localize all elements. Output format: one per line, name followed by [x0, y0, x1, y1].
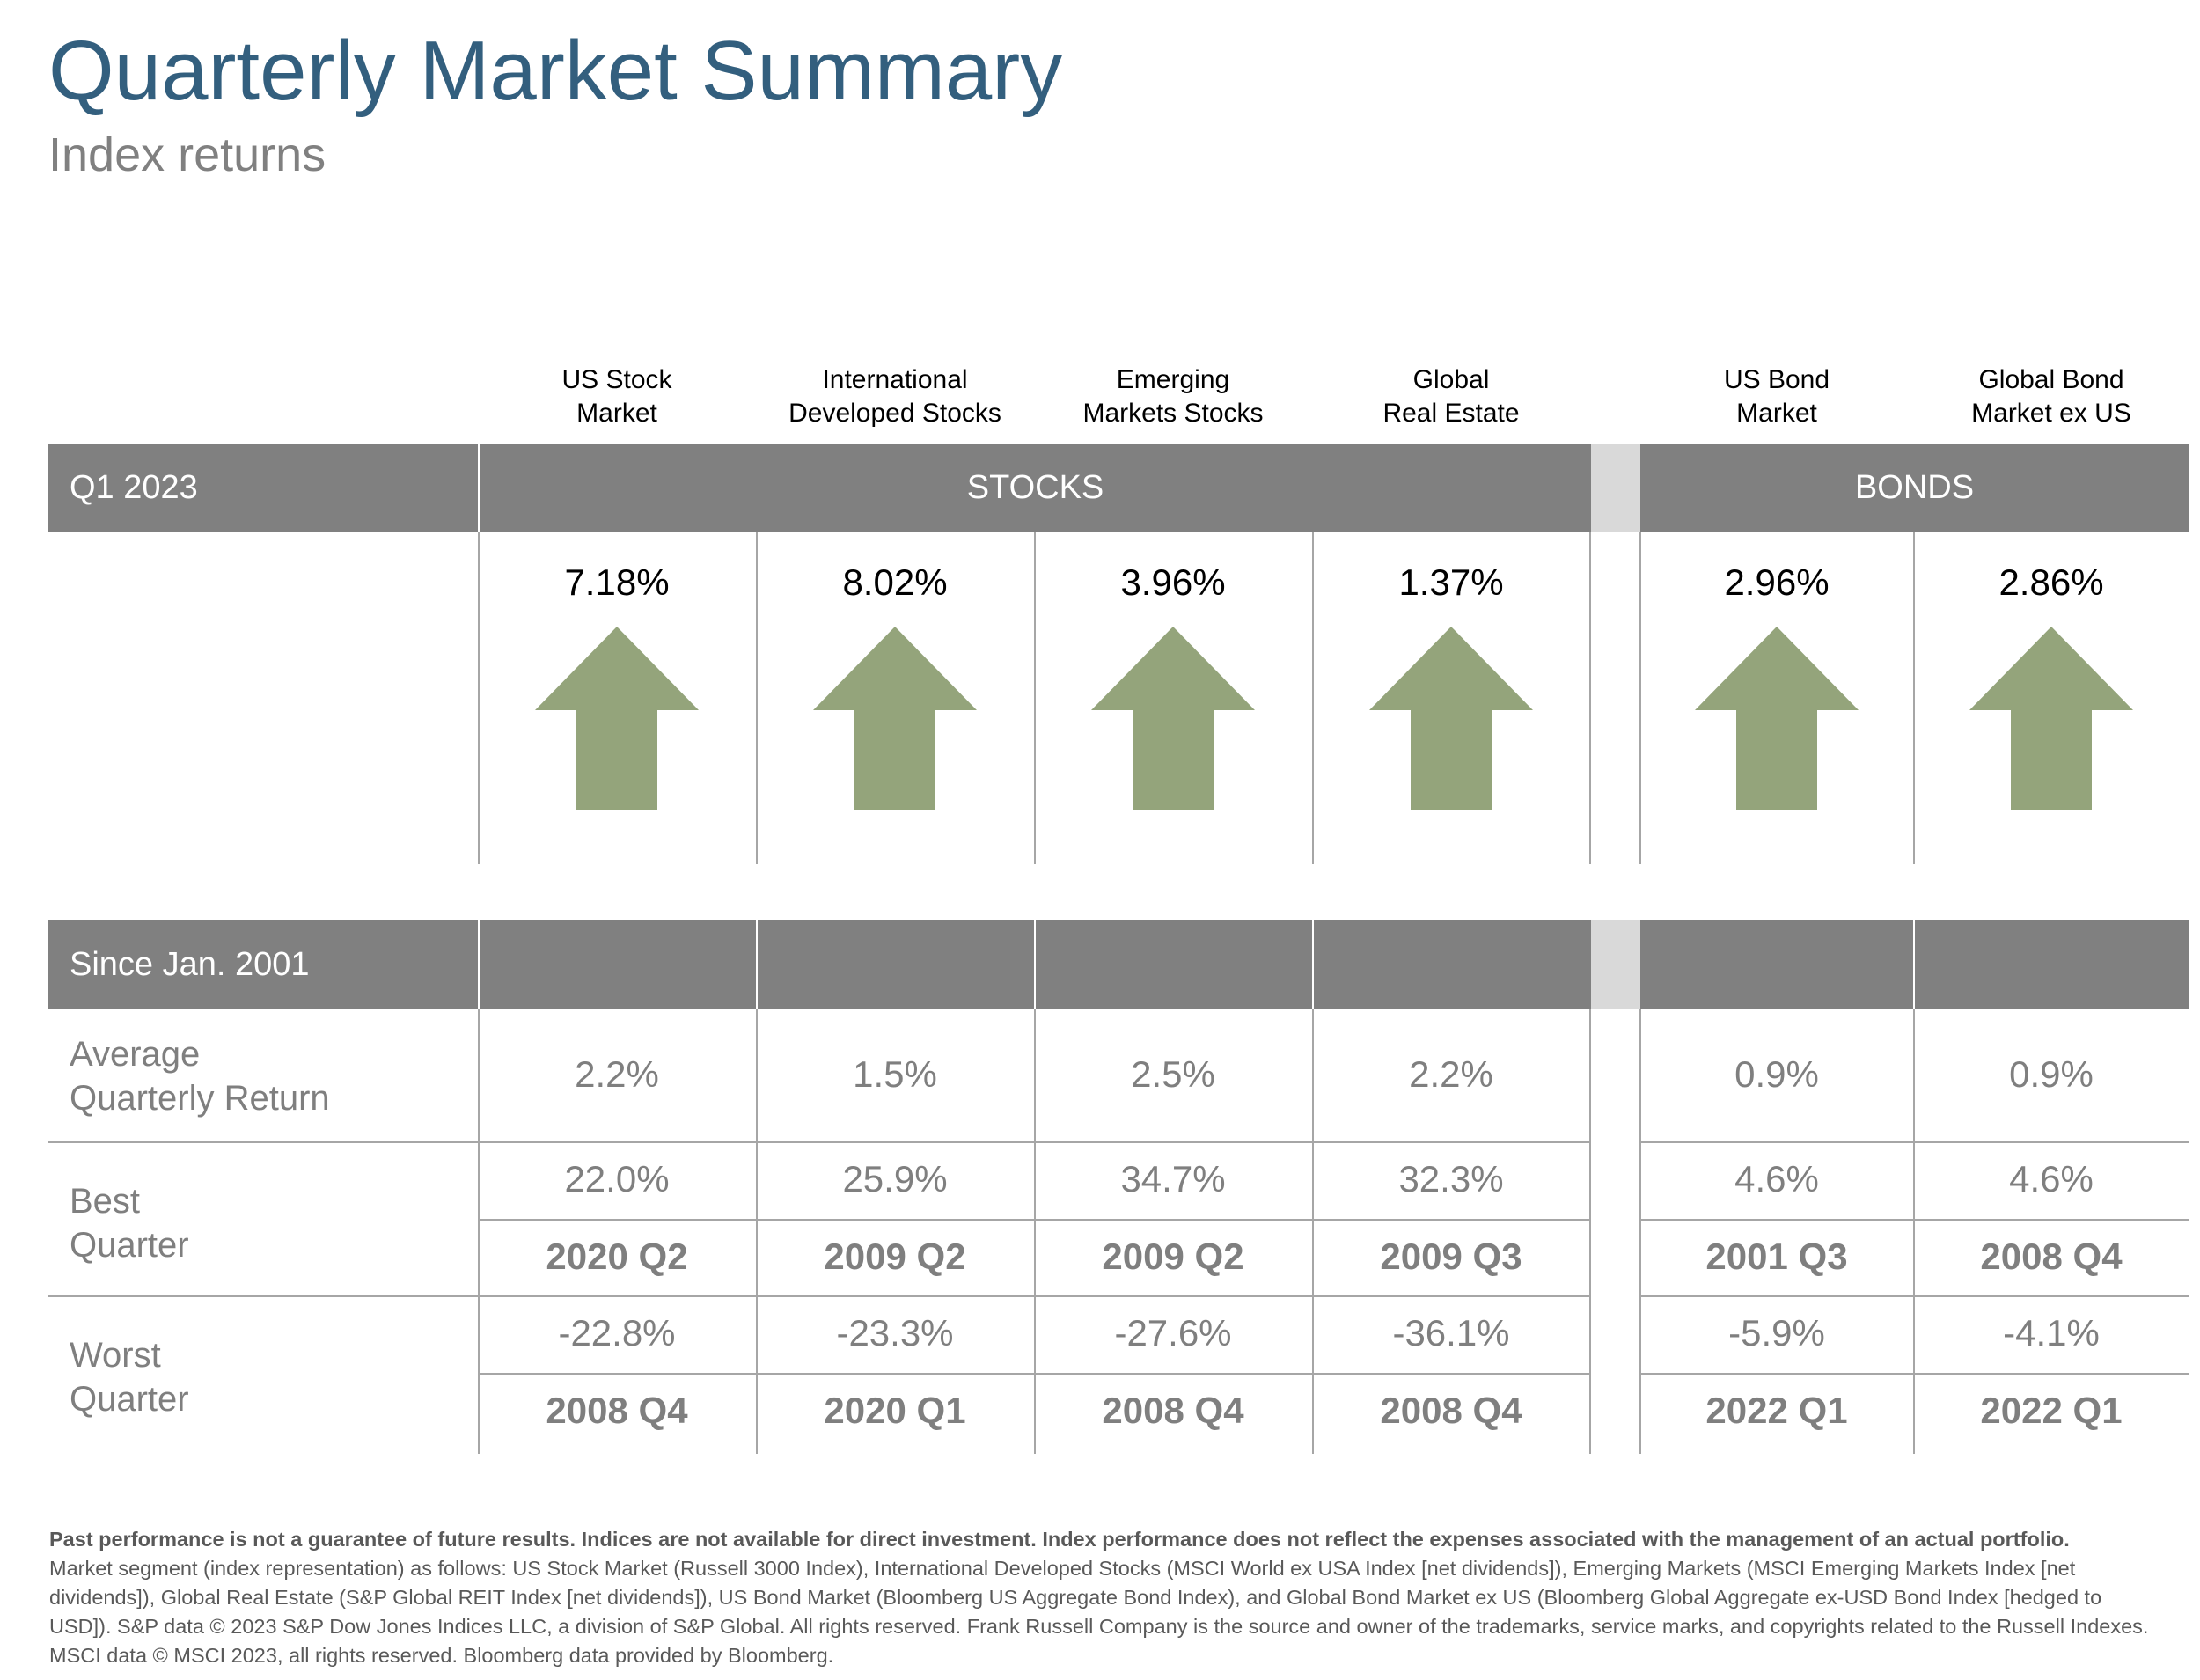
- stocks-label: STOCKS: [966, 469, 1104, 506]
- up-arrow-icon: [1369, 627, 1533, 810]
- best-value: 25.9%: [842, 1158, 948, 1199]
- best-quarter: 2020 Q2: [546, 1236, 688, 1277]
- average-value: 2.5%: [1131, 1053, 1215, 1095]
- best-quarter: 2009 Q3: [1380, 1236, 1522, 1277]
- quarter-label: Q1 2023: [70, 469, 198, 506]
- return-value: 3.96%: [1120, 561, 1226, 603]
- history-band: [48, 920, 1591, 1009]
- band-gap: [1591, 920, 1640, 1009]
- quarter-band: [48, 444, 478, 532]
- up-arrow-icon: [535, 627, 699, 810]
- average-value: 1.5%: [853, 1053, 937, 1095]
- divider: [1913, 532, 1915, 864]
- column-header: Global Real Estate: [1382, 365, 1520, 428]
- band-gap: [1591, 444, 1640, 532]
- worst-quarter: 2008 Q4: [1380, 1390, 1522, 1431]
- best-quarter: 2009 Q2: [1102, 1236, 1244, 1277]
- divider: [478, 1009, 480, 1454]
- band-divider: [478, 920, 480, 1009]
- row-label-average: Average Quarterly Return: [70, 1035, 330, 1118]
- disclaimer: Past performance is not a guarantee of f…: [49, 1525, 2161, 1670]
- return-value: 7.18%: [564, 561, 670, 603]
- bonds-band: [1640, 444, 2189, 532]
- divider: [478, 532, 480, 864]
- best-value: 22.0%: [564, 1158, 670, 1199]
- row-divider: [48, 1295, 1591, 1297]
- average-value: 0.9%: [1734, 1053, 1819, 1095]
- band-divider: [756, 920, 758, 1009]
- return-value: 8.02%: [842, 561, 948, 603]
- average-value: 2.2%: [1409, 1053, 1493, 1095]
- best-quarter: 2009 Q2: [824, 1236, 966, 1277]
- row-divider: [478, 1219, 1591, 1221]
- divider: [756, 1009, 758, 1454]
- best-quarter: 2001 Q3: [1705, 1236, 1848, 1277]
- worst-value: -27.6%: [1114, 1312, 1232, 1354]
- row-divider: [1640, 1295, 2189, 1297]
- row-label-worst: Worst Quarter: [70, 1336, 189, 1419]
- divider: [1589, 1009, 1591, 1454]
- column-header: International Developed Stocks: [788, 365, 1001, 428]
- row-divider: [1640, 1141, 2189, 1143]
- worst-value: -36.1%: [1392, 1312, 1510, 1354]
- worst-quarter: 2022 Q1: [1980, 1390, 2123, 1431]
- divider: [1312, 532, 1314, 864]
- row-divider: [478, 1373, 1591, 1375]
- page-subtitle: Index returns: [48, 128, 326, 181]
- disclaimer-text: Market segment (index representation) as…: [49, 1557, 2149, 1667]
- divider: [1639, 1009, 1641, 1454]
- column-header: US Bond Market: [1723, 365, 1830, 428]
- page-title: Quarterly Market Summary: [48, 24, 1063, 118]
- band-divider: [1034, 920, 1036, 1009]
- worst-value: -4.1%: [2003, 1312, 2100, 1354]
- worst-quarter: 2022 Q1: [1705, 1390, 1848, 1431]
- worst-quarter: 2008 Q4: [1102, 1390, 1244, 1431]
- column-header: Emerging Markets Stocks: [1082, 365, 1264, 428]
- row-divider: [48, 1141, 1591, 1143]
- best-value: 34.7%: [1120, 1158, 1226, 1199]
- up-arrow-icon: [1695, 627, 1859, 810]
- band-divider: [1913, 920, 1915, 1009]
- up-arrow-icon: [1091, 627, 1255, 810]
- band-divider: [1312, 920, 1314, 1009]
- best-value: 4.6%: [2009, 1158, 2094, 1199]
- row-label-best: Best Quarter: [70, 1182, 189, 1265]
- return-value: 2.96%: [1724, 561, 1830, 603]
- return-value: 2.86%: [1998, 561, 2104, 603]
- worst-value: -23.3%: [836, 1312, 954, 1354]
- best-quarter: 2008 Q4: [1980, 1236, 2123, 1277]
- bonds-label: BONDS: [1854, 469, 1975, 506]
- divider: [1312, 1009, 1314, 1454]
- worst-value: -5.9%: [1728, 1312, 1825, 1354]
- divider: [1034, 1009, 1036, 1454]
- row-divider: [1640, 1219, 2189, 1221]
- average-value: 2.2%: [575, 1053, 659, 1095]
- row-divider: [1640, 1373, 2189, 1375]
- worst-quarter: 2008 Q4: [546, 1390, 688, 1431]
- history-label: Since Jan. 2001: [70, 946, 310, 983]
- divider: [1913, 1009, 1915, 1454]
- stocks-band: [480, 444, 1591, 532]
- divider: [1589, 532, 1591, 864]
- column-header: Global Bond Market ex US: [1971, 365, 2131, 428]
- disclaimer-bold: Past performance is not a guarantee of f…: [49, 1528, 2070, 1551]
- average-value: 0.9%: [2009, 1053, 2094, 1095]
- best-value: 4.6%: [1734, 1158, 1819, 1199]
- worst-quarter: 2020 Q1: [824, 1390, 966, 1431]
- divider: [1034, 532, 1036, 864]
- worst-value: -22.8%: [558, 1312, 676, 1354]
- up-arrow-icon: [813, 627, 977, 810]
- divider: [756, 532, 758, 864]
- column-header: US Stock Market: [561, 365, 672, 428]
- return-value: 1.37%: [1398, 561, 1504, 603]
- up-arrow-icon: [1969, 627, 2133, 810]
- best-value: 32.3%: [1398, 1158, 1504, 1199]
- divider: [1639, 532, 1641, 864]
